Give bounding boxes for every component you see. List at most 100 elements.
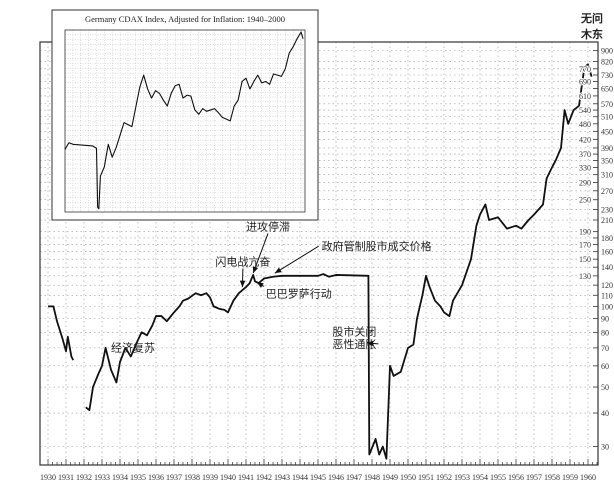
x-tick-label: 1939 <box>202 473 218 482</box>
y-tick-label: 650 <box>601 85 613 94</box>
y-tick-label: 130 <box>579 272 591 281</box>
y-tick-label: 140 <box>601 263 613 272</box>
x-tick-label: 1932 <box>76 473 92 482</box>
y-tick-label: 230 <box>601 205 613 214</box>
x-tick-label: 1950 <box>400 473 416 482</box>
x-tick-label: 1952 <box>436 473 452 482</box>
y-tick-label: 90 <box>601 315 609 324</box>
y-tick-label: 120 <box>601 281 613 290</box>
x-tick-label: 1941 <box>238 473 254 482</box>
y-tick-label: 690 <box>579 78 591 87</box>
y-tick-label: 290 <box>579 178 591 187</box>
y-tick-label: 150 <box>579 255 591 264</box>
x-tick-label: 1935 <box>130 473 146 482</box>
y-tick-label: 480 <box>579 120 591 129</box>
y-tick-label: 110 <box>601 291 613 300</box>
x-tick-label: 1936 <box>148 473 164 482</box>
annotation-label: 进攻停滞 <box>246 219 290 233</box>
y-tick-label: 390 <box>601 144 613 153</box>
y-tick-label: 70 <box>601 344 609 353</box>
x-tick-label: 1934 <box>112 473 128 482</box>
y-tick-label: 900 <box>601 47 613 56</box>
annotation-label: 恶性通胀 <box>332 337 376 351</box>
x-tick-label: 1942 <box>256 473 272 482</box>
arrow-head-icon <box>366 340 374 347</box>
y-tick-label: 330 <box>579 163 591 172</box>
y-tick-label: 100 <box>601 302 613 311</box>
corner-label-1: 无问 <box>580 11 603 25</box>
inset-frame <box>51 9 319 221</box>
x-tick-label: 1930 <box>40 473 56 482</box>
x-tick-label: 1946 <box>328 473 344 482</box>
y-tick-label: 160 <box>601 248 613 257</box>
plot-frame <box>39 41 599 466</box>
x-tick-label: 1957 <box>526 473 542 482</box>
y-tick-label: 40 <box>601 409 609 418</box>
annotation-arrow <box>274 245 319 274</box>
series-line-segment <box>48 305 75 361</box>
x-tick-label: 1956 <box>508 473 524 482</box>
x-tick-label: 1938 <box>184 473 200 482</box>
inset-plot-frame <box>64 29 306 213</box>
x-tick-label: 1951 <box>418 473 434 482</box>
annotation-label: 股市关闭 <box>332 324 376 338</box>
y-tick-label: 540 <box>579 106 591 115</box>
arrow-head-icon <box>239 280 246 288</box>
annotation-label: 巴巴罗萨行动 <box>266 287 332 300</box>
x-tick-label: 1958 <box>544 473 560 482</box>
x-tick-label: 1931 <box>58 473 74 482</box>
corner-label-2: 木东 <box>580 27 603 41</box>
y-tick-label: 370 <box>579 150 591 159</box>
y-tick-label: 250 <box>579 196 591 205</box>
y-tick-label: 770 <box>579 65 591 74</box>
arrow-head-icon <box>274 267 282 274</box>
y-tick-label: 270 <box>601 187 613 196</box>
y-tick-label: 730 <box>601 71 613 80</box>
x-tick-label: 1944 <box>292 473 308 482</box>
y-tick-label: 820 <box>601 57 613 66</box>
x-tick-label: 1948 <box>364 473 380 482</box>
annotation-label: 闪电战亢奋 <box>215 255 270 269</box>
y-tick-label: 450 <box>601 127 613 136</box>
x-tick-label: 1940 <box>220 473 236 482</box>
inset-title: Germany CDAX Index, Adjusted for Inflati… <box>85 14 285 24</box>
annotation-label: 政府管制股市成交价格 <box>322 239 432 253</box>
y-tick-label: 210 <box>601 216 613 225</box>
x-tick-label: 1953 <box>454 473 470 482</box>
x-tick-label: 1955 <box>490 473 506 482</box>
x-tick-label: 1943 <box>274 473 290 482</box>
x-tick-label: 1949 <box>382 473 398 482</box>
x-tick-label: 1947 <box>346 473 362 482</box>
y-tick-label: 420 <box>579 135 591 144</box>
grid <box>40 42 598 465</box>
y-tick-label: 510 <box>601 113 613 122</box>
y-tick-label: 50 <box>601 383 609 392</box>
y-tick-label: 60 <box>601 362 609 371</box>
series-line-segment <box>85 63 593 460</box>
arrow-head-icon <box>252 266 259 274</box>
arrow-head-icon <box>256 282 264 288</box>
y-tick-label: 170 <box>579 241 591 250</box>
y-tick-label: 350 <box>601 157 613 166</box>
inset-chart: Germany CDAX Index, Adjusted for Inflati… <box>51 9 319 221</box>
annotation-label: 经济复苏 <box>111 340 155 354</box>
y-tick-label: 180 <box>601 234 613 243</box>
x-tick-label: 1945 <box>310 473 326 482</box>
x-tick-label: 1954 <box>472 473 488 482</box>
y-tick-label: 30 <box>601 443 609 452</box>
annotation-arrow <box>252 233 269 274</box>
axes: 1930 1931 1932 1933 1934 1935 1936 1937 1938 1939… <box>39 41 599 482</box>
y-tick-label: 190 <box>579 228 591 237</box>
inset-series-line <box>64 31 304 210</box>
x-tick-label: 1959 <box>562 473 578 482</box>
y-tick-label: 80 <box>601 328 609 337</box>
main-series <box>48 63 593 460</box>
y-tick-label: 610 <box>579 92 591 101</box>
y-tick-label: 570 <box>601 100 613 109</box>
x-tick-label: 1937 <box>166 473 182 482</box>
x-tick-label: 1933 <box>94 473 110 482</box>
y-tick-label: 310 <box>601 171 613 180</box>
